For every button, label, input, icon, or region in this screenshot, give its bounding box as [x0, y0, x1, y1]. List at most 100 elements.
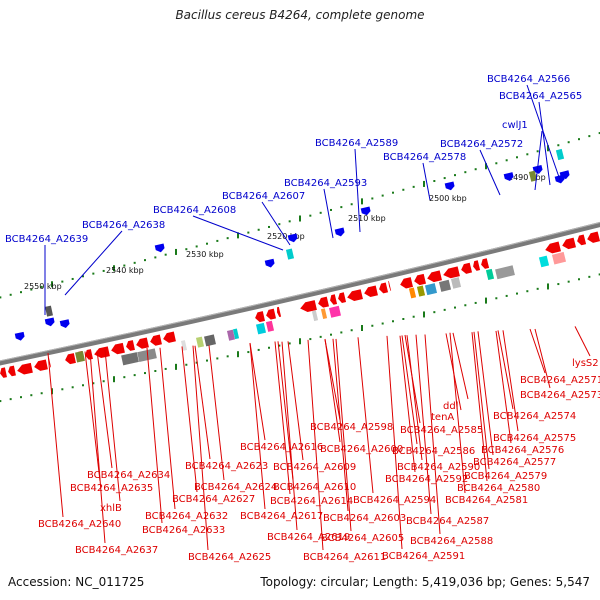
- minor-tick: [20, 396, 22, 399]
- minor-tick: [578, 278, 580, 281]
- reverse-gene-arrow: [473, 260, 481, 271]
- reverse-gene-label: BCB4264_A2571: [520, 375, 600, 386]
- reverse-gene-label: BCB4264_A2611: [303, 552, 386, 563]
- reverse-gene-arrow: [8, 365, 16, 377]
- minor-tick: [123, 376, 126, 379]
- reverse-gene-arrow: [94, 346, 110, 359]
- minor-tick: [216, 239, 219, 242]
- reverse-leader-line: [473, 331, 490, 470]
- forward-gene-arrow: [14, 331, 25, 341]
- reverse-gene-arrow: [481, 258, 490, 269]
- reverse-leader-line: [357, 337, 374, 494]
- forward-gene-label: BCB4264_A2593: [284, 178, 367, 189]
- major-tick: [237, 351, 239, 358]
- reverse-leader-line: [574, 326, 591, 357]
- minor-tick: [454, 174, 456, 177]
- minor-tick: [443, 177, 446, 180]
- reverse-leader-line: [84, 351, 101, 482]
- reverse-gene-label: BCB4264_A2627: [172, 494, 255, 505]
- major-tick: [547, 145, 549, 152]
- forward-leader-line: [64, 230, 123, 296]
- reverse-leader-line: [335, 338, 352, 532]
- reverse-leader-line: [249, 342, 266, 441]
- minor-tick: [433, 311, 436, 314]
- minor-tick: [247, 231, 250, 234]
- reverse-gene-label: BCB4264_A2586: [392, 446, 475, 457]
- outer-scale-ticks: [0, 132, 600, 299]
- minor-tick: [278, 223, 281, 226]
- reverse-gene-label: BCB4264_A2640: [38, 519, 121, 530]
- reverse-gene-arrow: [111, 342, 125, 355]
- forward-gene-arrow: [334, 227, 345, 237]
- reverse-gene-label: BCB4264_A2605: [321, 533, 404, 544]
- scale-label: 2500 kbp: [429, 194, 467, 203]
- minor-tick: [206, 359, 208, 362]
- forward-gene-arrow: [59, 319, 70, 328]
- minor-tick: [495, 162, 498, 165]
- reverse-gene-label: BCB4264_A2634: [87, 470, 170, 481]
- feature-block: [255, 322, 267, 335]
- feature-block: [416, 285, 426, 297]
- major-tick: [361, 325, 363, 331]
- feature-block: [311, 310, 319, 322]
- reverse-leader-line: [208, 345, 225, 481]
- minor-tick: [505, 159, 508, 162]
- reverse-gene-label: BCB4264_A2619: [267, 532, 350, 543]
- minor-tick: [82, 384, 84, 387]
- reverse-gene-label: BCB4264_A2592: [385, 474, 468, 485]
- minor-tick: [144, 259, 146, 262]
- reverse-gene-label: BCB4264_A2575: [493, 433, 576, 444]
- reverse-leader-line: [277, 341, 294, 481]
- forward-gene-label: BCB4264_A2566: [487, 74, 570, 85]
- forward-gene-arrow: [44, 317, 55, 327]
- major-tick: [113, 376, 115, 383]
- reverse-gene-label: xhlB: [100, 503, 122, 514]
- major-tick: [485, 297, 487, 304]
- minor-tick: [588, 135, 591, 138]
- reverse-leader-line: [104, 349, 121, 502]
- forward-leader-line: [192, 215, 284, 251]
- feature-block: [555, 148, 565, 161]
- minor-tick: [154, 370, 157, 372]
- reverse-gene-arrow: [65, 353, 76, 365]
- reverse-leader-line: [406, 335, 423, 461]
- reverse-gene-arrow: [577, 234, 587, 246]
- gene-features: [0, 148, 600, 378]
- reverse-gene-label: BCB4264_A2637: [75, 545, 158, 556]
- minor-tick: [598, 273, 600, 276]
- minor-tick: [330, 208, 332, 211]
- forward-leader-line: [538, 101, 551, 186]
- minor-tick: [598, 132, 600, 135]
- minor-tick: [371, 324, 374, 327]
- reverse-gene-label: BCB4264_A2625: [188, 552, 271, 563]
- reverse-gene-label: BCB4264_A2610: [273, 482, 356, 493]
- major-tick: [299, 215, 301, 222]
- reverse-leader-line: [332, 338, 349, 512]
- scale-label: 2550 kbp: [24, 282, 62, 291]
- reverse-gene-arrow: [266, 308, 277, 320]
- reverse-leader-line: [192, 345, 209, 551]
- minor-tick: [133, 374, 136, 377]
- feature-block: [408, 287, 417, 299]
- feature-block: [320, 308, 328, 319]
- minor-tick: [206, 242, 208, 245]
- minor-tick: [505, 294, 508, 297]
- minor-tick: [9, 293, 12, 296]
- minor-tick: [567, 141, 570, 144]
- minor-tick: [185, 248, 188, 251]
- minor-tick: [526, 153, 529, 156]
- feature-block: [528, 170, 538, 182]
- minor-tick: [30, 394, 33, 397]
- minor-tick: [536, 287, 539, 290]
- forward-gene-label: BCB4264_A2589: [315, 138, 398, 149]
- minor-tick: [567, 280, 570, 283]
- minor-tick: [288, 342, 291, 345]
- map-title: Bacillus cereus B4264, complete genome: [175, 8, 425, 22]
- genome-backbone-highlight: [0, 221, 600, 362]
- minor-tick: [402, 188, 405, 191]
- minor-tick: [164, 253, 167, 256]
- minor-tick: [454, 306, 456, 309]
- reverse-leader-line: [534, 328, 551, 389]
- reverse-gene-label: BCB4264_A2600: [320, 444, 403, 455]
